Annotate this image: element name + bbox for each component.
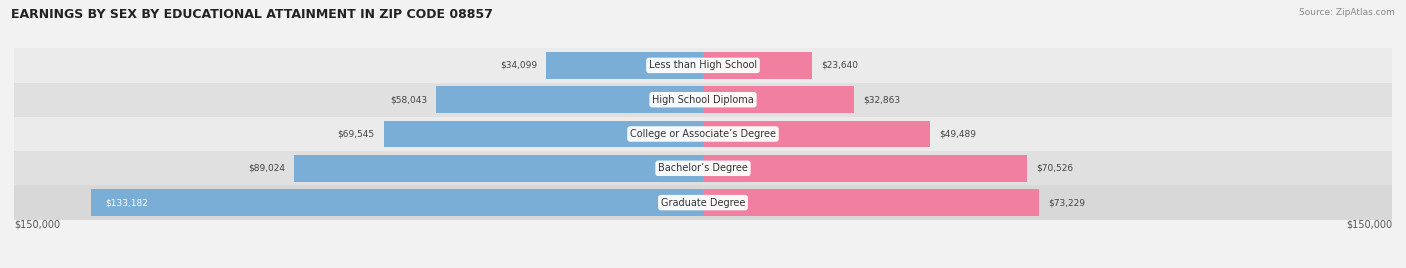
Text: Less than High School: Less than High School (650, 60, 756, 70)
Text: $70,526: $70,526 (1036, 164, 1073, 173)
Text: $34,099: $34,099 (501, 61, 537, 70)
Text: Bachelor’s Degree: Bachelor’s Degree (658, 163, 748, 173)
Bar (384, 121, 703, 147)
Text: $73,229: $73,229 (1049, 198, 1085, 207)
Bar (703, 155, 1026, 182)
Bar (703, 86, 853, 113)
Bar (14, 151, 1392, 185)
Text: $23,640: $23,640 (821, 61, 858, 70)
Bar (91, 189, 703, 216)
Bar (14, 83, 1392, 117)
Bar (703, 121, 931, 147)
Bar (14, 185, 1392, 220)
Bar (703, 189, 1039, 216)
Text: $150,000: $150,000 (14, 220, 60, 230)
Text: $58,043: $58,043 (389, 95, 427, 104)
Text: Source: ZipAtlas.com: Source: ZipAtlas.com (1299, 8, 1395, 17)
Text: High School Diploma: High School Diploma (652, 95, 754, 105)
Bar (14, 117, 1392, 151)
Text: $133,182: $133,182 (105, 198, 148, 207)
Text: $150,000: $150,000 (1346, 220, 1392, 230)
Text: Graduate Degree: Graduate Degree (661, 198, 745, 208)
Text: $89,024: $89,024 (247, 164, 285, 173)
Text: $32,863: $32,863 (863, 95, 900, 104)
Text: $49,489: $49,489 (939, 129, 977, 139)
Text: College or Associate’s Degree: College or Associate’s Degree (630, 129, 776, 139)
Bar (547, 52, 703, 79)
Bar (436, 86, 703, 113)
Text: EARNINGS BY SEX BY EDUCATIONAL ATTAINMENT IN ZIP CODE 08857: EARNINGS BY SEX BY EDUCATIONAL ATTAINMEN… (11, 8, 494, 21)
Text: $69,545: $69,545 (337, 129, 374, 139)
Bar (703, 52, 811, 79)
Bar (14, 48, 1392, 83)
Bar (294, 155, 703, 182)
